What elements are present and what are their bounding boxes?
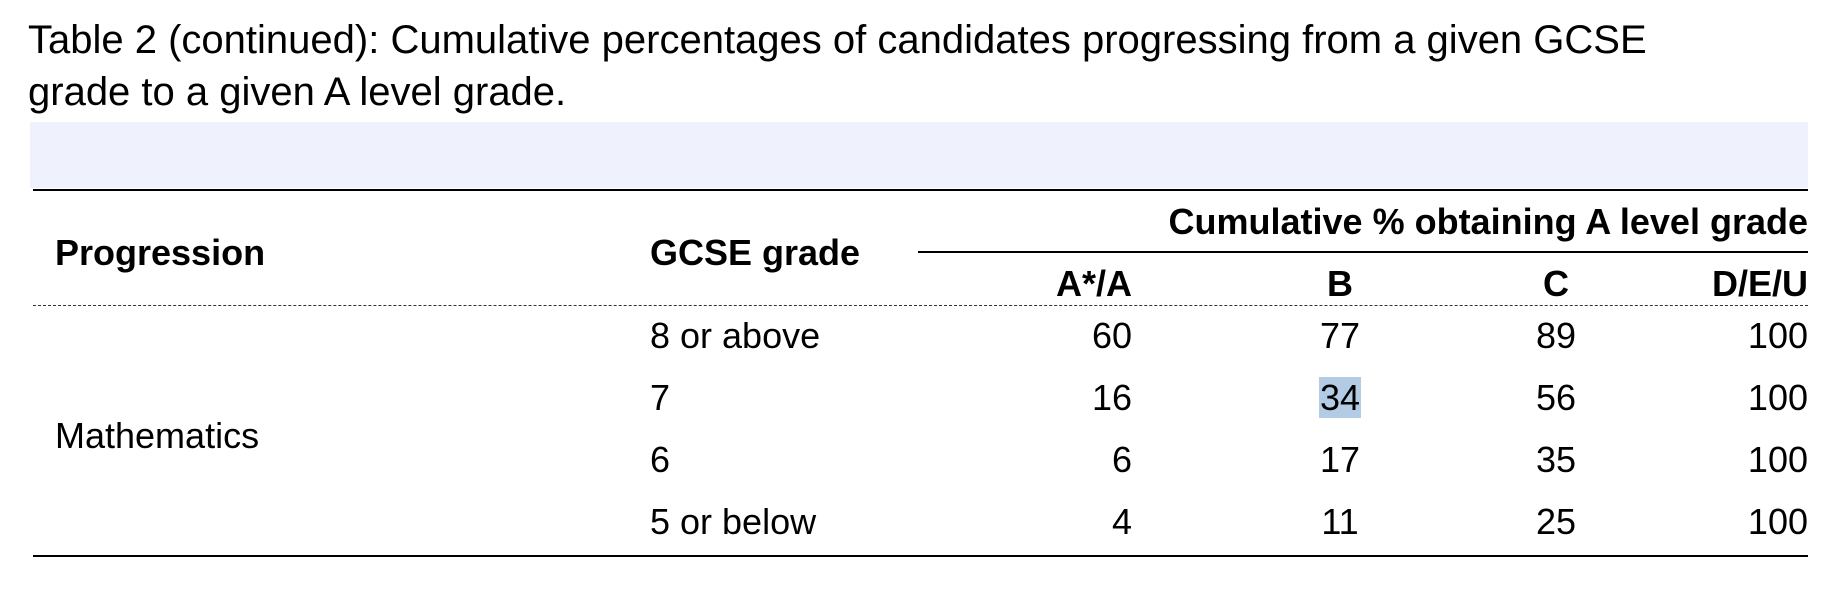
value-cell-a-star-a: 4: [1111, 501, 1132, 542]
value-cell-c: 56: [1535, 377, 1577, 418]
value-cell-c: 35: [1535, 439, 1577, 480]
header-dashed-rule: [33, 305, 1808, 306]
header-shade-band: [30, 122, 1808, 188]
value-cell-a-star-a: 16: [1091, 377, 1132, 418]
gcse-grade-cell: 7: [650, 377, 671, 418]
selection-highlight: 34: [1318, 377, 1362, 418]
value-cell-c: 89: [1535, 315, 1577, 356]
header-gcse-grade: GCSE grade: [650, 232, 861, 273]
value-cell-b: 11: [1321, 501, 1359, 542]
header-grade-b: B: [1327, 263, 1353, 304]
table-top-rule: [33, 189, 1808, 191]
gcse-grade-cell: 5 or below: [650, 501, 817, 542]
value-cell-d-e-u: 100: [1747, 501, 1808, 542]
gcse-grade-cell: 6: [650, 439, 671, 480]
value-cell-a-star-a: 6: [1111, 439, 1132, 480]
table-caption: Table 2 (continued): Cumulative percenta…: [28, 14, 1808, 118]
header-grade-c: C: [1543, 263, 1569, 304]
value-cell-b: 77: [1319, 315, 1361, 356]
value-cell-d-e-u: 100: [1747, 315, 1808, 356]
value-cell-b-highlighted: 34: [1290, 376, 1390, 420]
value-cell-c: 25: [1535, 501, 1577, 542]
value-cell-b: 17: [1319, 439, 1361, 480]
caption-line-2: grade to a given A level grade.: [28, 70, 567, 114]
value-cell-d-e-u: 100: [1747, 439, 1808, 480]
table-bottom-rule: [33, 555, 1808, 557]
header-progression: Progression: [55, 232, 266, 273]
value-cell-a-star-a: 60: [1091, 315, 1132, 356]
progression-label: Mathematics: [55, 415, 260, 456]
header-span-rule: [918, 251, 1808, 253]
gcse-grade-cell: 8 or above: [650, 315, 821, 356]
header-grade-d-e-u: D/E/U: [1711, 263, 1808, 304]
header-grade-a-star-a: A*/A: [1055, 263, 1132, 304]
header-cumulative-span: Cumulative % obtaining A level grade: [1168, 201, 1808, 242]
caption-line-1: Table 2 (continued): Cumulative percenta…: [28, 18, 1647, 62]
value-cell-d-e-u: 100: [1747, 377, 1808, 418]
